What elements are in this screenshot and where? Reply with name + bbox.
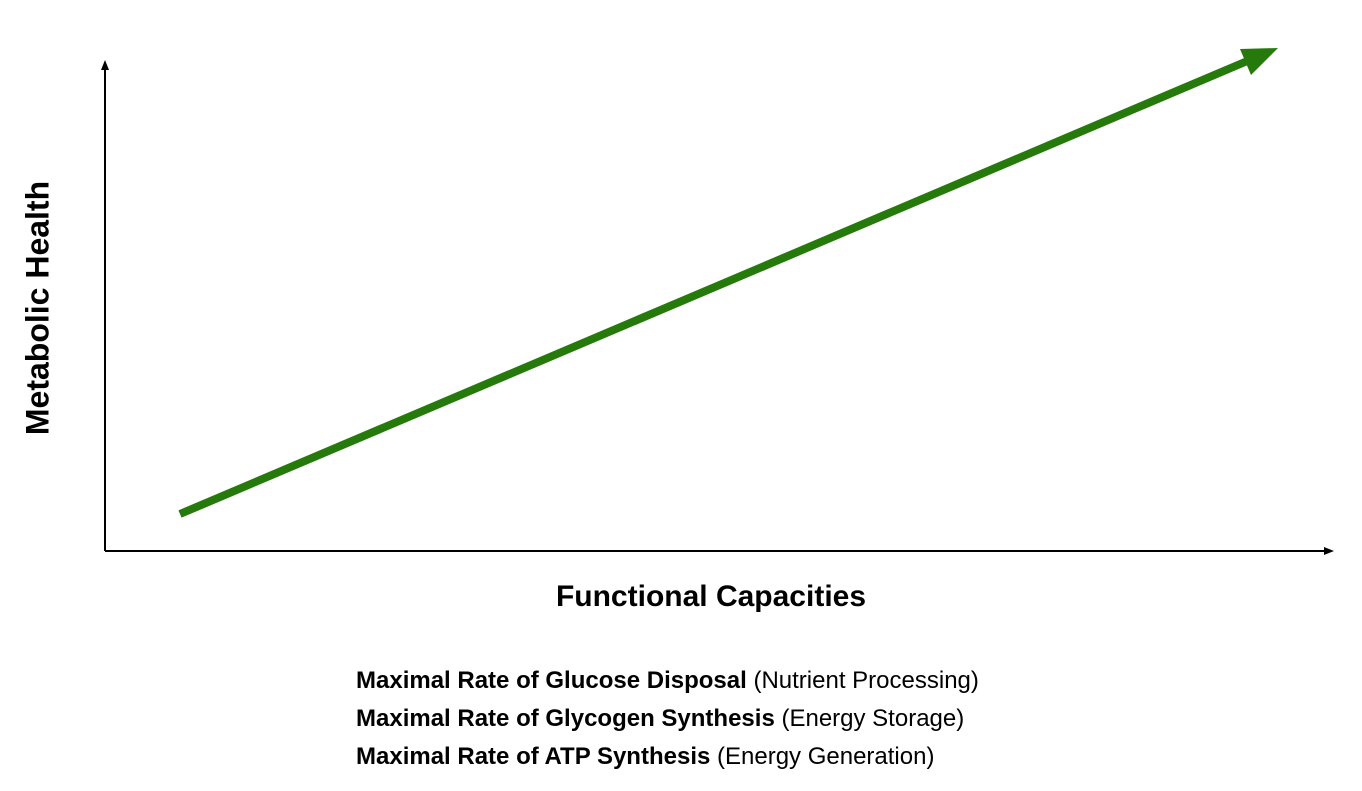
capacity-item: Maximal Rate of Glucose Disposal (Nutrie… <box>356 662 979 700</box>
x-axis-label: Functional Capacities <box>556 580 866 613</box>
capacity-role: (Energy Generation) <box>717 743 935 770</box>
capacity-name: Maximal Rate of Glycogen Synthesis <box>356 705 775 732</box>
capacity-item: Maximal Rate of ATP Synthesis (Energy Ge… <box>356 738 979 776</box>
capacity-item: Maximal Rate of Glycogen Synthesis (Ener… <box>356 700 979 738</box>
capacity-name: Maximal Rate of Glucose Disposal <box>356 667 747 694</box>
capacity-list: Maximal Rate of Glucose Disposal (Nutrie… <box>356 662 979 776</box>
trend-arrow <box>178 55 1254 518</box>
capacity-role: (Nutrient Processing) <box>753 667 979 694</box>
y-axis-head <box>101 60 109 70</box>
capacity-role: (Energy Storage) <box>781 705 965 732</box>
capacity-name: Maximal Rate of ATP Synthesis <box>356 743 711 770</box>
y-axis-label: Metabolic Health <box>19 181 55 435</box>
x-axis-head <box>1324 547 1334 555</box>
trend-arrow-head <box>1240 48 1278 75</box>
